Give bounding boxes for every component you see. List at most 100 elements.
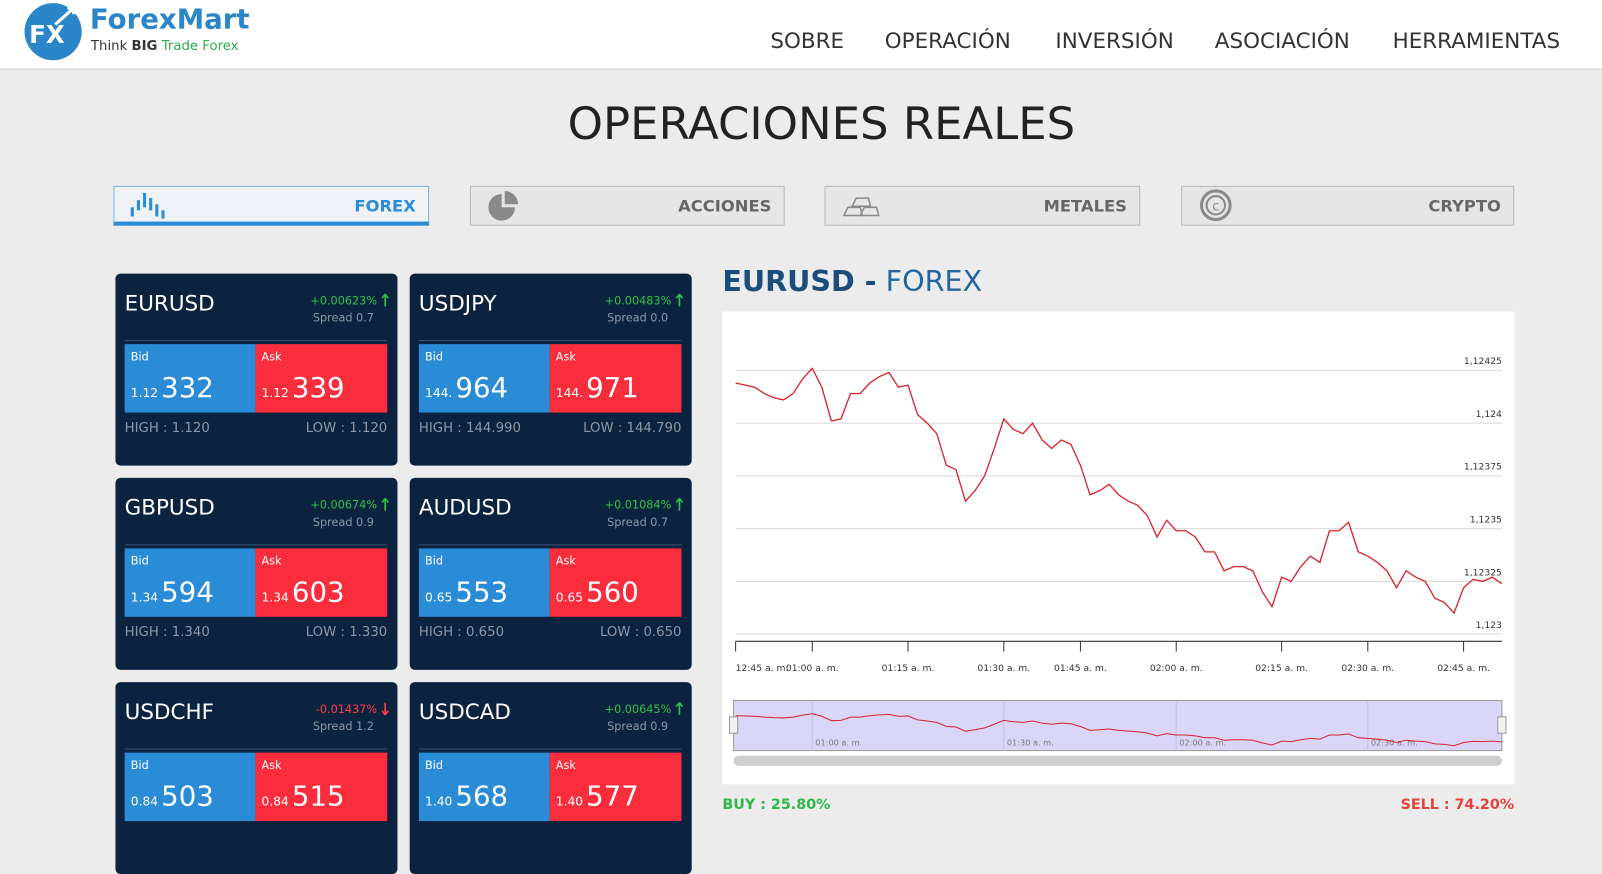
- spread: Spread 0.7: [607, 515, 669, 529]
- page-title: OPERACIONES REALES: [567, 98, 1076, 151]
- bid-price: 144. 964: [425, 373, 508, 405]
- low: LOW : 0.650: [600, 624, 682, 641]
- bid-label: Bid: [425, 554, 444, 568]
- nav-item[interactable]: SOBRE: [770, 28, 845, 54]
- divider: [418, 748, 682, 750]
- tab-icon: [488, 190, 519, 221]
- change: +0.00623%: [310, 294, 378, 308]
- y-tick-label: 1,12425: [1464, 356, 1502, 367]
- quote-card[interactable]: USDJPY +0.00483% Spread 0.0 Bid 144. 964 Ask 14…: [409, 273, 692, 466]
- ask-box: Ask 1.34 603: [255, 548, 388, 617]
- tab-label: METALES: [1043, 196, 1127, 216]
- x-tick-label: 02:15 a. m.: [1255, 663, 1308, 674]
- bid-price: 0.84 503: [131, 781, 214, 813]
- nav-item[interactable]: ASOCIACIÓN: [1214, 28, 1350, 54]
- ask-label: Ask: [555, 350, 576, 364]
- navigator-line: [735, 713, 1502, 747]
- chart-symbol: EURUSD -: [722, 264, 877, 299]
- divider: [418, 340, 682, 342]
- logo-mark: FX: [29, 20, 65, 49]
- navigator-label: 01:00 a. m.: [815, 737, 862, 747]
- y-tick-label: 1,124: [1476, 409, 1502, 420]
- quote-card[interactable]: GBPUSD +0.00674% Spread 0.9 Bid 1.34 594 Ask 1.…: [115, 477, 398, 670]
- bid-pips: 503: [161, 781, 214, 813]
- header: FX ForexMart Think BIG Trade Forex SOBRE…: [0, 0, 1602, 70]
- nav-item[interactable]: INVERSIÓN: [1055, 28, 1174, 54]
- pair: USDCHF: [124, 699, 214, 725]
- navigator: [733, 700, 1503, 752]
- ask-prefix: 1.40: [555, 794, 584, 809]
- tab[interactable]: METALES: [824, 185, 1141, 226]
- low: LOW : 144.790: [583, 420, 682, 437]
- navigator-label: 02:00 a. m.: [1179, 737, 1226, 747]
- quote-card[interactable]: USDCHF -0.01437% Spread 1.2 Bid 0.84 503 Ask 0.…: [115, 682, 398, 874]
- ask-prefix: 1.34: [261, 590, 289, 605]
- ask-box: Ask 144. 971: [549, 344, 682, 413]
- ask-price: 0.84 515: [262, 781, 345, 813]
- change: -0.01437%: [315, 702, 378, 716]
- bid-label: Bid: [425, 350, 444, 364]
- x-tick-label: 02:00 a. m.: [1150, 663, 1203, 674]
- divider: [124, 544, 388, 546]
- ask-price: 144. 971: [556, 373, 639, 405]
- bid-label: Bid: [425, 758, 444, 773]
- trend-arrow: [381, 497, 389, 511]
- pair: USDCAD: [418, 699, 511, 725]
- bid-box: Bid 1.34 594: [124, 548, 256, 617]
- y-tick-label: 1,123: [1476, 620, 1502, 631]
- change: +0.00645%: [604, 702, 672, 716]
- tab[interactable]: c CRYPTO: [1181, 185, 1515, 226]
- buy-ratio: BUY : 25.80%: [722, 796, 831, 813]
- ask-pips: 577: [586, 781, 639, 813]
- scrollbar[interactable]: [733, 755, 1502, 766]
- ask-box: Ask 0.84 515: [255, 752, 388, 822]
- quote-card[interactable]: AUDUSD +0.01084% Spread 0.7 Bid 0.65 553 Ask 0.…: [409, 477, 692, 670]
- ask-label: Ask: [261, 554, 282, 568]
- logo-icon[interactable]: FX: [24, 2, 84, 61]
- tagline-part: Trade Forex: [161, 38, 239, 55]
- ask-price: 1.34 603: [262, 577, 345, 609]
- trend-arrow: [675, 702, 684, 715]
- pair: GBPUSD: [124, 495, 215, 520]
- bid-box: Bid 144. 964: [418, 344, 550, 413]
- ask-pips: 971: [586, 372, 639, 405]
- tab[interactable]: ACCIONES: [469, 185, 785, 226]
- tagline-part: BIG: [131, 38, 158, 55]
- divider: [418, 544, 682, 546]
- x-tick-label: 01:15 a. m.: [882, 663, 935, 674]
- bid-prefix: 144.: [425, 386, 453, 401]
- x-tick-label: 01:45 a. m.: [1054, 663, 1107, 674]
- ask-box: Ask 1.40 577: [549, 752, 682, 822]
- x-tick-label: 12:45 a. m.: [736, 663, 789, 674]
- change: +0.00483%: [604, 294, 672, 308]
- bid-pips: 332: [161, 372, 214, 405]
- ask-box: Ask 0.65 560: [549, 548, 682, 617]
- nav-item[interactable]: OPERACIÓN: [884, 28, 1011, 54]
- quote-card[interactable]: EURUSD +0.00623% Spread 0.7 Bid 1.12 332 Ask 1.…: [115, 273, 398, 466]
- bid-prefix: 1.40: [425, 794, 453, 809]
- ask-price: 0.65 560: [556, 577, 639, 609]
- spread: Spread 1.2: [312, 719, 374, 734]
- bid-pips: 553: [455, 576, 509, 609]
- navigator-handle[interactable]: [728, 716, 739, 734]
- trend-arrow: [381, 293, 389, 307]
- trend-arrow: [675, 497, 684, 511]
- x-tick-label: 01:30 a. m.: [977, 663, 1030, 674]
- ask-pips: 339: [291, 372, 345, 405]
- bid-label: Bid: [130, 758, 149, 773]
- spread: Spread 0.9: [607, 719, 669, 734]
- brand[interactable]: ForexMart: [89, 4, 250, 36]
- navigator-label: 01:30 a. m.: [1007, 737, 1054, 747]
- ask-pips: 560: [586, 576, 639, 609]
- navigator-handle[interactable]: [1497, 716, 1507, 734]
- ask-label: Ask: [555, 758, 576, 773]
- high: HIGH : 0.650: [418, 624, 505, 641]
- tab[interactable]: FOREX: [113, 185, 430, 226]
- divider: [124, 340, 388, 342]
- x-tick-label: 01:00 a. m.: [786, 663, 839, 674]
- bid-box: Bid 1.12 332: [124, 344, 256, 413]
- ask-label: Ask: [261, 350, 282, 364]
- change: +0.01084%: [604, 498, 672, 512]
- nav-item[interactable]: HERRAMIENTAS: [1392, 28, 1561, 54]
- bid-prefix: 1.12: [130, 386, 159, 401]
